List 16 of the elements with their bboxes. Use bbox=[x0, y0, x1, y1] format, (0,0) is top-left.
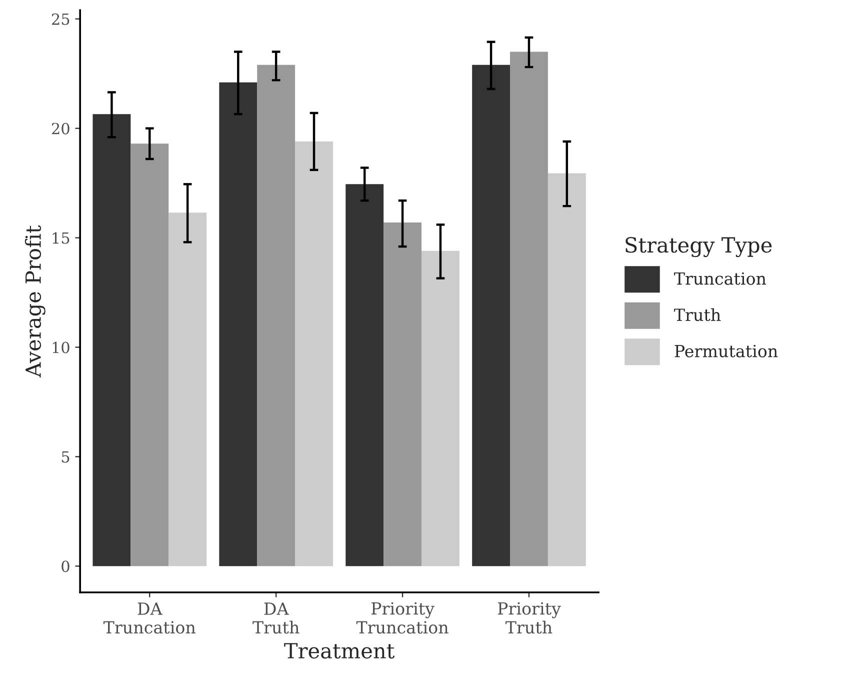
y-tick-label: 25 bbox=[52, 13, 70, 25]
x-tick-label: DA Truncation bbox=[103, 602, 196, 634]
legend-label: Truncation bbox=[674, 272, 766, 285]
y-axis-title: Average Profit bbox=[24, 225, 46, 378]
legend-label: Permutation bbox=[674, 344, 778, 358]
y-tick-label: 20 bbox=[52, 122, 70, 134]
x-tick-label: DA Truth bbox=[252, 602, 300, 634]
x-axis-title: Treatment bbox=[284, 643, 395, 659]
y-tick-label: 5 bbox=[62, 451, 70, 463]
legend-title: Strategy Type bbox=[626, 237, 772, 258]
x-tick-label: Priority Truth bbox=[498, 602, 561, 634]
legend-label: Truth bbox=[674, 308, 721, 322]
y-tick-label: 15 bbox=[52, 232, 70, 244]
y-tick-label: 0 bbox=[62, 560, 70, 572]
y-tick-label: 10 bbox=[52, 342, 70, 354]
x-tick-label: Priority Truncation bbox=[356, 602, 448, 634]
